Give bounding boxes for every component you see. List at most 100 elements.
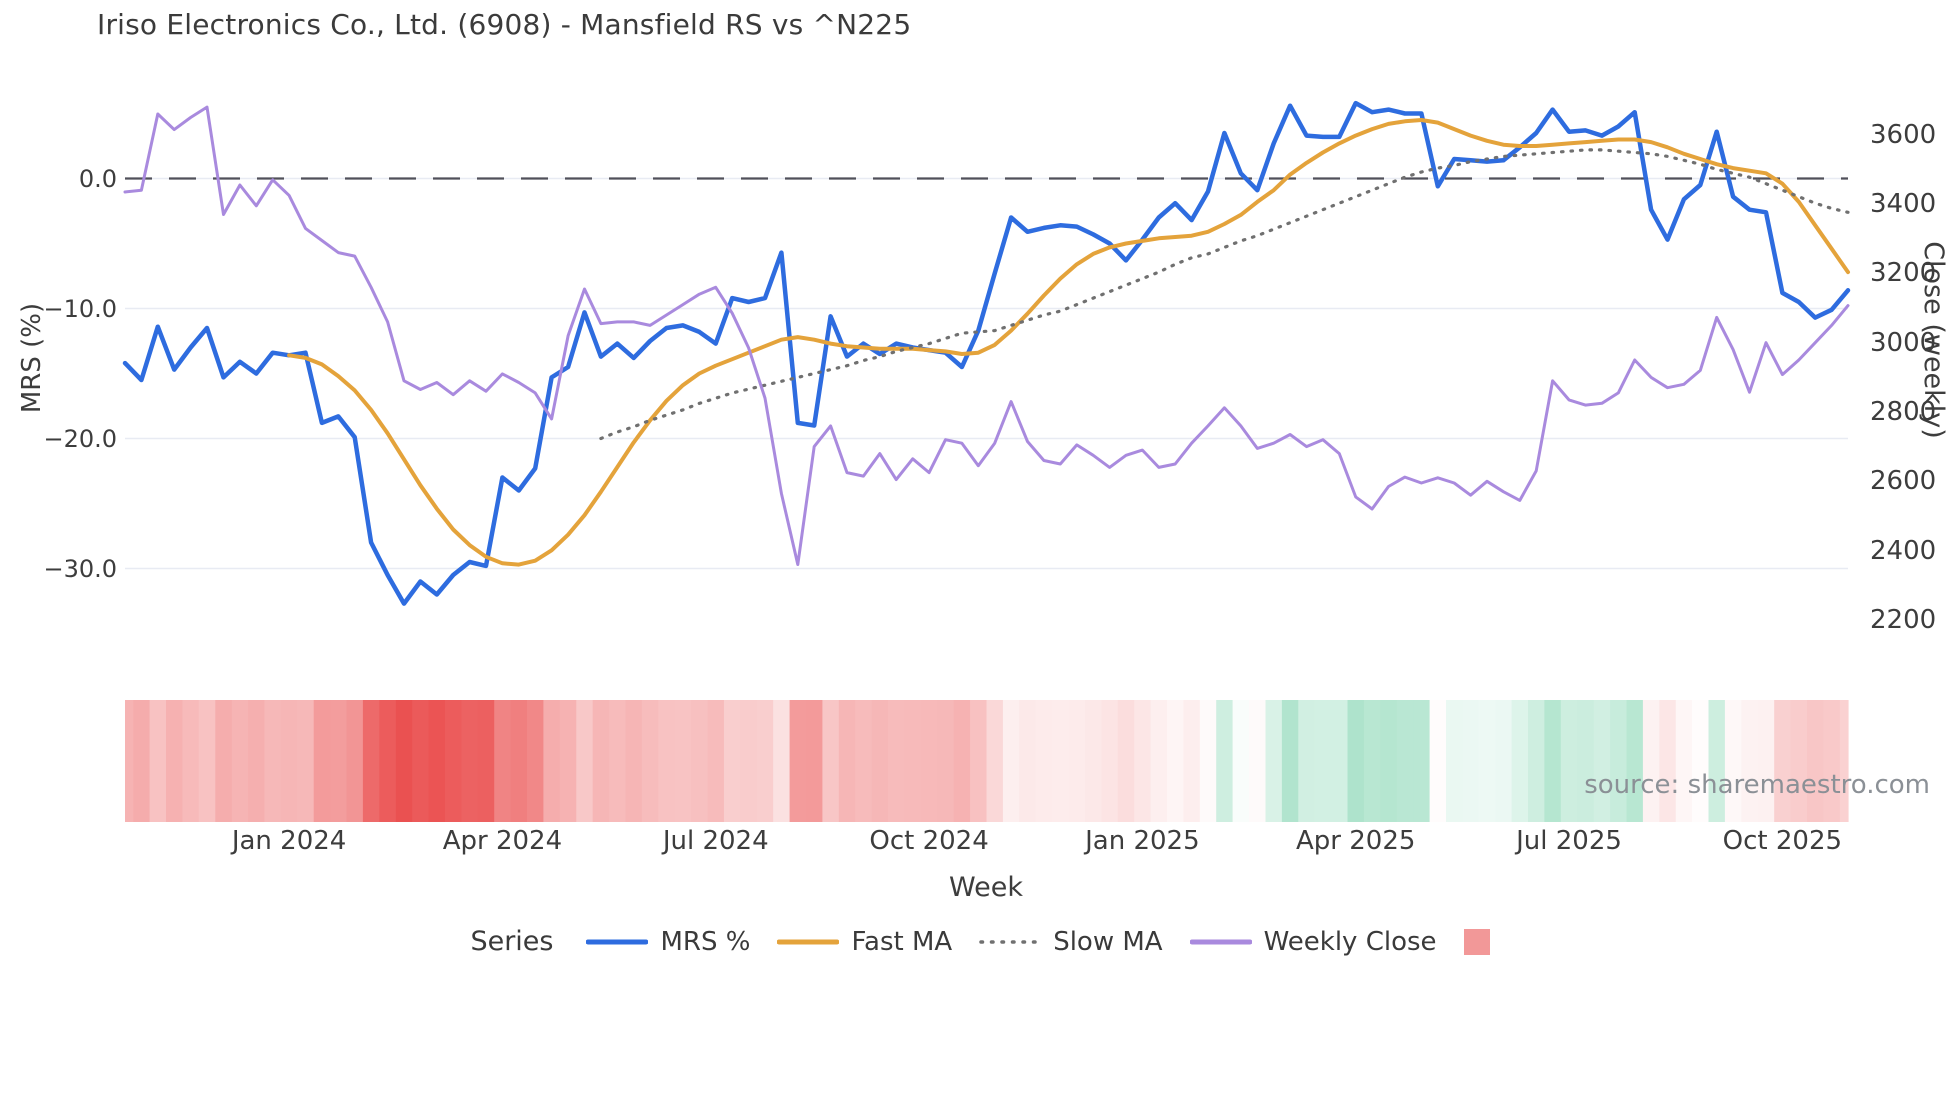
heatmap-cell [1035,700,1053,822]
heatmap-cell [1724,700,1742,822]
heatmap-cell [559,700,577,822]
heatmap-cell [1216,700,1234,822]
heatmap-cell [1544,700,1562,822]
right-axis-tick: 2200 [1870,604,1937,635]
heatmap-cell [1380,700,1398,822]
heatmap-cell [1134,700,1152,822]
heatmap-cell [1298,700,1316,822]
heatmap-cell [1708,700,1726,822]
heatmap-cell [1659,700,1677,822]
heatmap-cell [986,700,1004,822]
heatmap-cell [953,700,971,822]
heatmap-legend-swatch [1463,928,1490,955]
heatmap-cell [641,700,659,822]
heatmap-cell [625,700,643,822]
legend-item-mrs-: MRS % [586,927,750,957]
legend-title: Series [470,926,554,957]
legend-item-heat-swatch [1463,928,1490,955]
heatmap-cell [1232,700,1250,822]
heatmap-cell [1363,700,1381,822]
heatmap-cell [789,700,807,822]
legend-item-label: Weekly Close [1263,926,1437,957]
legend-item-label: Fast MA [851,926,953,957]
legend: Series MRS % Fast MA Slow MA Weekly Close [0,926,1960,957]
heatmap-cell [1446,700,1463,822]
heatmap-cell [691,700,709,822]
heatmap-cell [182,700,200,822]
heatmap-cell [920,700,938,822]
heatmap-cell [330,700,348,822]
heatmap-cell [822,700,840,822]
right-axis-tick: 2600 [1870,466,1937,497]
heatmap-cell [904,700,922,822]
heatmap-cell [1626,700,1644,822]
heatmap-cell [297,700,315,822]
heatmap-cell [1757,700,1775,822]
heatmap-cell [379,700,397,822]
slow-ma-line [599,148,1850,441]
source-text: source: sharemaestro.com [1584,770,1930,800]
heatmap-cell [248,700,266,822]
heatmap-cell [855,700,873,822]
heatmap-cell [1741,700,1759,822]
heatmap-cell [412,700,430,822]
heatmap-cell [1642,700,1660,822]
heatmap-cell [592,700,610,822]
right-axis-tick: 3400 [1870,189,1937,220]
heatmap-cell [937,700,955,822]
heatmap-cell [756,700,774,822]
heatmap-cell [1790,700,1808,822]
heatmap-cell [527,700,544,822]
heatmap-cell [1807,700,1824,822]
heatmap-cell [1101,700,1119,822]
heatmap-cell [1019,700,1037,822]
heatmap-cell [543,700,561,822]
heatmap-cell [395,700,413,822]
legend-item-slow-ma: Slow MA [979,926,1163,957]
heatmap-cell [166,700,183,822]
heatmap-cell [1199,700,1217,822]
heatmap-cell [806,700,823,822]
heatmap-cell [1560,700,1578,822]
heatmap-cell [445,700,462,822]
heatmap-cell [494,700,512,822]
legend-item-label: Slow MA [1053,926,1163,957]
heatmap-cell [1150,700,1168,822]
x-axis-tick: Oct 2024 [869,826,989,856]
heatmap-cell [1068,700,1086,822]
heatmap-cell [231,700,249,822]
heatmap-cell [1347,700,1365,822]
mrs-line [122,100,1851,606]
heatmap-cell [280,700,298,822]
heatmap-cell [1462,700,1480,822]
heatmap-cell [576,700,594,822]
x-axis-tick: Jul 2025 [1516,826,1622,856]
heatmap-cell [1167,700,1184,822]
legend-item-fast-ma: Fast MA [777,927,952,957]
heatmap-cell [707,700,725,822]
heatmap-cell [1692,700,1710,822]
heatmap-cell [313,700,331,822]
heatmap-cell [888,700,905,822]
heatmap-cell [510,700,528,822]
heatmap-cell [1085,700,1102,822]
left-axis-tick: −30.0 [43,554,117,583]
x-axis-tick: Apr 2025 [1295,826,1416,856]
legend-item-label: MRS % [660,926,751,957]
x-axis-label: Week [949,872,1023,903]
heatmap-cell [1774,700,1792,822]
heatmap-cell [1396,700,1414,822]
left-axis-tick: −20.0 [43,424,117,453]
legend-item-weekly-close: Weekly Close [1189,926,1437,957]
heatmap-cell [362,700,380,822]
heatmap-cell [871,700,889,822]
heatmap-cell [133,700,151,822]
right-axis-tick: 3200 [1870,258,1937,289]
heatmap-cell [461,700,479,822]
heatmap-cell [740,700,758,822]
heatmap-cell [838,700,856,822]
right-axis-tick: 3000 [1870,327,1937,358]
heatmap-cell [723,700,741,822]
